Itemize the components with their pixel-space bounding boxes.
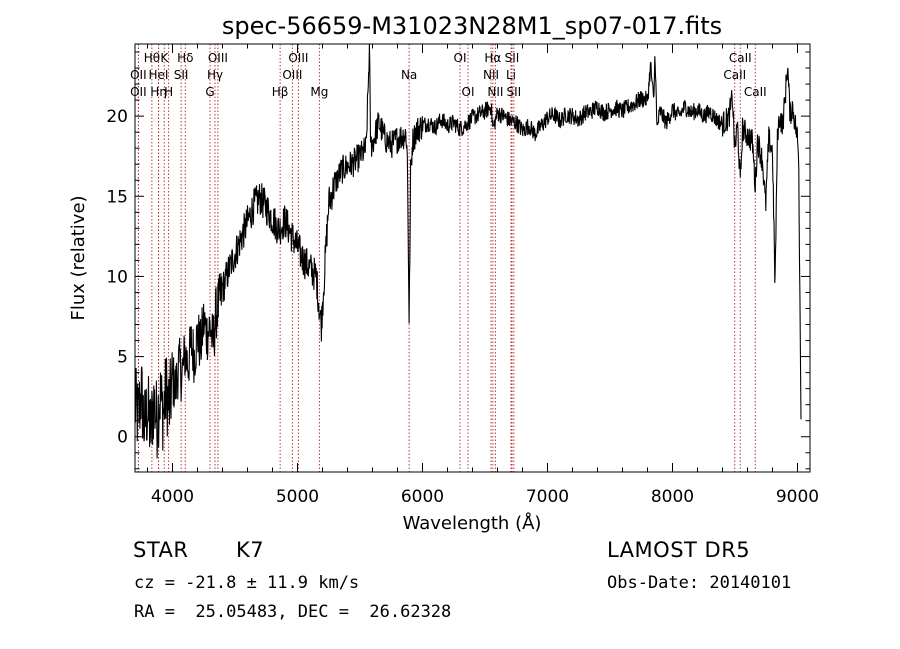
line-marker-label: OII <box>130 68 147 82</box>
line-marker-label: CaII <box>744 85 767 99</box>
line-marker-label: OI <box>454 51 467 65</box>
coordinates: RA = 25.05483, DEC = 26.62328 <box>134 602 452 622</box>
line-marker-label: Hθ <box>144 51 160 65</box>
line-marker-label: Hγ <box>207 68 223 82</box>
line-marker-label: Li <box>506 68 516 82</box>
y-tick-label: 20 <box>106 107 128 127</box>
line-marker-label: G <box>205 85 214 99</box>
line-marker-label: OII <box>130 85 147 99</box>
object-subclass: K7 <box>236 538 265 562</box>
line-marker-label: Hδ <box>177 51 193 65</box>
x-tick-label: 5000 <box>276 487 319 507</box>
velocity-readout: cz = -21.8 ± 11.9 km/s <box>134 573 360 593</box>
line-marker-label: SII <box>174 68 189 82</box>
y-axis: 0 5 10 15 20 <box>106 51 810 470</box>
line-marker-label: OIII <box>288 51 308 65</box>
spectrum-line <box>134 43 802 459</box>
line-marker-label: SII <box>507 85 522 99</box>
line-marker-label: Hα <box>484 51 501 65</box>
line-marker-label: CaII <box>723 68 746 82</box>
line-marker-label: HeI <box>149 68 169 82</box>
line-marker-label: NII <box>487 85 503 99</box>
line-marker-label: Hη <box>150 85 167 99</box>
x-tick-label: 6000 <box>401 487 444 507</box>
chart-title: spec-56659-M31023N28M1_sp07-017.fits <box>222 12 722 40</box>
line-marker-label: Hβ <box>272 85 289 99</box>
x-tick-label: 8000 <box>651 487 694 507</box>
line-marker-label: OI <box>462 85 475 99</box>
x-axis: 4000 5000 6000 7000 8000 9000 <box>147 44 819 507</box>
line-marker-label: SII <box>505 51 520 65</box>
x-axis-label: Wavelength (Å) <box>403 512 542 534</box>
y-axis-label: Flux (relative) <box>68 195 89 320</box>
line-marker-label: H <box>164 85 173 99</box>
line-marker-label: CaII <box>729 51 752 65</box>
x-tick-label: 9000 <box>776 487 819 507</box>
x-tick-label: 4000 <box>151 487 194 507</box>
line-marker-label: K <box>160 51 169 65</box>
line-marker-label: Na <box>401 68 417 82</box>
y-tick-label: 10 <box>106 267 128 287</box>
line-marker-label: Mg <box>310 85 328 99</box>
spectral-line-markers <box>137 44 756 472</box>
y-tick-label: 15 <box>106 187 128 207</box>
y-tick-label: 5 <box>117 348 128 368</box>
obs-date: Obs-Date: 20140101 <box>607 573 792 593</box>
y-tick-label: 0 <box>117 428 128 448</box>
line-marker-label: NII <box>483 68 499 82</box>
line-marker-label: OIII <box>282 68 302 82</box>
survey-name: LAMOST DR5 <box>607 538 751 562</box>
object-class: STAR <box>133 538 189 562</box>
x-tick-label: 7000 <box>526 487 569 507</box>
line-marker-label: OIII <box>208 51 228 65</box>
